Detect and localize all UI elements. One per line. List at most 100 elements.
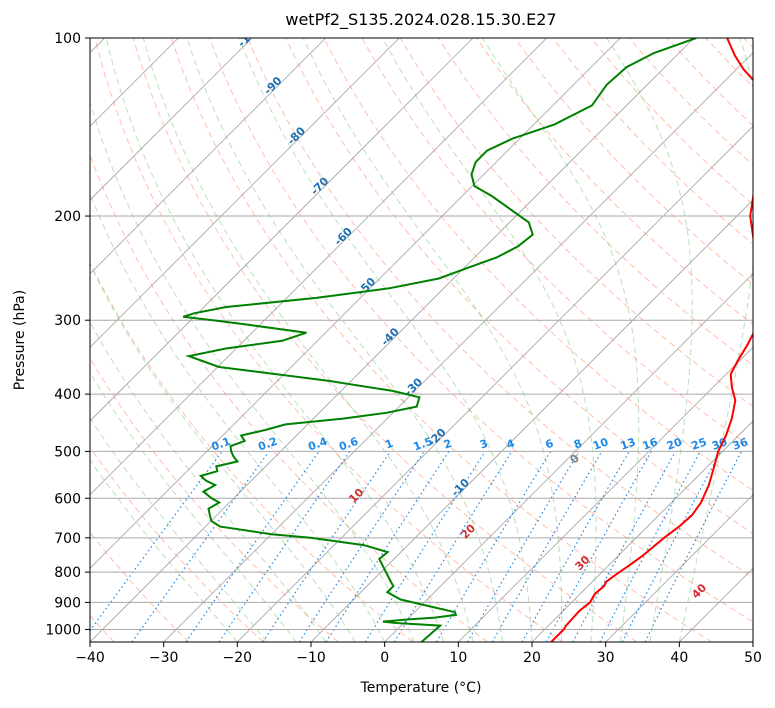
dry-adiabat-line	[90, 261, 414, 642]
mixing-ratio-line	[644, 451, 743, 642]
x-tick-label: 0	[380, 650, 389, 666]
mixing-ratio-label: 3	[478, 437, 490, 452]
mixing-ratio-label: 1	[383, 437, 395, 452]
x-tick-label: −40	[75, 650, 105, 666]
moist-adiabat-line	[90, 371, 297, 642]
moist-adiabat-line	[606, 38, 693, 642]
mixing-ratio-line	[218, 451, 351, 642]
isotherm-line	[90, 38, 621, 569]
moist-adiabat-line	[678, 38, 753, 642]
dry-adiabat-line	[247, 38, 753, 578]
mixing-ratio-line	[262, 451, 391, 642]
moist-adiabat-line	[90, 262, 356, 642]
plot-frame	[89, 37, 754, 643]
x-tick-label: 50	[744, 650, 762, 666]
mixing-ratio-line	[545, 451, 652, 642]
x-tick-label: 10	[449, 650, 467, 666]
mixing-ratio-label: 0.2	[256, 435, 279, 454]
moist-adiabat-label: -100	[235, 21, 264, 50]
y-tick-label: 800	[54, 565, 81, 581]
dry-adiabat-line	[476, 38, 753, 326]
mixing-ratio-label: 0.1	[210, 435, 233, 454]
moist-adiabat-line	[302, 38, 563, 642]
moist-adiabat-line	[90, 459, 238, 642]
dry-adiabat-line	[514, 38, 753, 285]
x-tick-label: −20	[223, 650, 253, 666]
mixing-ratio-line	[364, 451, 486, 642]
mixing-ratio-label: 1.5	[412, 435, 435, 454]
dry-adiabat-line	[285, 38, 753, 535]
profile-lines	[182, 38, 753, 642]
isotherm-line	[531, 420, 753, 642]
y-tick-label: 100	[54, 31, 81, 47]
mixing-ratio-label: 0.4	[306, 435, 329, 454]
x-tick-label: −10	[296, 650, 326, 666]
mixing-ratio-label: 20	[665, 435, 684, 453]
isotherm-line	[90, 38, 400, 348]
dry-adiabat-line	[209, 38, 753, 623]
moist-adiabat-line	[186, 38, 503, 642]
y-tick-label: 200	[54, 209, 81, 225]
y-tick-label: 700	[54, 531, 81, 547]
dewpoint-profile-line	[182, 38, 697, 642]
dry-adiabat-line	[94, 38, 563, 642]
y-axis-label: Pressure (hPa)	[12, 290, 28, 390]
isotherm-line	[90, 38, 253, 201]
isotherm-line	[458, 346, 753, 642]
mixing-ratio-line	[131, 451, 270, 642]
mixing-ratio-line	[298, 451, 425, 642]
x-tick-label: 20	[523, 650, 541, 666]
background-lines	[90, 38, 753, 642]
isotherm-line	[90, 38, 547, 496]
dry-adiabat-line	[90, 446, 264, 642]
x-axis: −40 −30 −20 −10 0 10 20 30 40 50	[75, 642, 762, 666]
dry-adiabat-line	[323, 38, 753, 492]
moist-adiabat-line	[142, 38, 474, 642]
mixing-ratio-label: 0.6	[337, 435, 360, 454]
isotherm-line	[163, 52, 753, 642]
moist-adiabat-line	[90, 321, 327, 642]
mixing-ratio-line	[466, 451, 580, 642]
mixing-ratio-label: 10	[591, 435, 610, 453]
y-tick-label: 300	[54, 313, 81, 329]
moist-adiabat-line	[481, 38, 640, 642]
y-tick-label: 400	[54, 387, 81, 403]
isotherm-line	[90, 38, 695, 642]
mixing-ratio-line	[572, 451, 677, 642]
isotherm-line	[384, 273, 753, 642]
mixing-ratio-label: 16	[641, 435, 660, 453]
y-tick-label: 500	[54, 444, 81, 460]
isotherm-line	[90, 38, 474, 422]
moist-adiabat-line	[90, 417, 268, 642]
moist-adiabat-line	[90, 192, 386, 642]
temperature-profile-line	[550, 38, 753, 642]
mixing-ratio-label: 6	[544, 437, 556, 452]
mixing-ratio-line	[435, 451, 552, 642]
mixing-ratio-label: 8	[572, 437, 584, 452]
moist-adiabat-line	[382, 38, 597, 642]
isotherm-line	[752, 641, 753, 642]
y-axis: 1000 900 800 700 600 500 400 300 200 100	[45, 31, 90, 638]
chart-title: wetPf2_S135.2024.028.15.30.E27	[285, 10, 556, 30]
x-tick-label: 30	[597, 650, 615, 666]
isotherm-line	[90, 38, 326, 275]
y-tick-label: 900	[54, 595, 81, 611]
x-tick-label: 40	[670, 650, 688, 666]
mixing-ratio-label: 36	[731, 435, 750, 453]
y-tick-label: 1000	[45, 622, 81, 638]
x-tick-label: −30	[149, 650, 179, 666]
isotherm-line	[605, 494, 753, 642]
y-tick-label: 600	[54, 491, 81, 507]
mixing-ratio-label: 25	[690, 435, 709, 452]
mixing-ratio-line	[185, 451, 320, 642]
moist-adiabat-line	[105, 38, 445, 642]
plot-area	[90, 38, 753, 642]
mixing-ratio-label: 13	[619, 435, 638, 452]
x-axis-label: Temperature (°C)	[360, 680, 482, 696]
moist-adiabat-line	[90, 100, 415, 642]
mixing-ratio-label: 4	[505, 437, 517, 452]
dry-adiabat-line	[132, 38, 638, 642]
moist-adiabat-line	[238, 38, 533, 642]
mixing-ratio-line	[325, 451, 450, 642]
